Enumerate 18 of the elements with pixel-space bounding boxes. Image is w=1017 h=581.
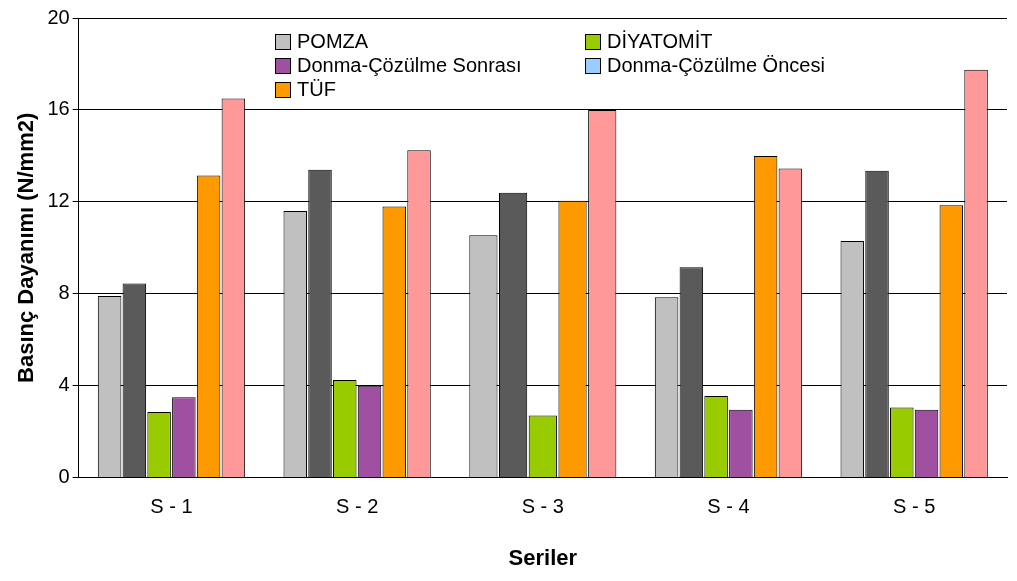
y-axis-title: Basınç Dayanımı (N/mm2) bbox=[13, 112, 39, 383]
legend-label: Donma-Çözülme Sonrası bbox=[297, 54, 522, 77]
legend-label: DİYATOMİT bbox=[607, 30, 713, 53]
legend-label: TÜF bbox=[297, 78, 336, 101]
y-tick-label: 4 bbox=[58, 373, 70, 396]
y-tick-label: 12 bbox=[47, 189, 70, 212]
x-tick-label: S - 1 bbox=[150, 495, 193, 518]
legend-label: POMZA bbox=[297, 30, 369, 53]
x-tick-label: S - 3 bbox=[521, 495, 564, 518]
x-tick-label: S - 5 bbox=[893, 495, 936, 518]
y-tick-label: 16 bbox=[47, 97, 70, 120]
y-tick-label: 20 bbox=[47, 5, 70, 28]
y-tick-label: 0 bbox=[58, 465, 70, 488]
y-tick-label: 8 bbox=[58, 281, 70, 304]
x-tick-label: S - 2 bbox=[336, 495, 379, 518]
legend-label: Donma-Çözülme Öncesi bbox=[607, 54, 825, 77]
x-tick-label: S - 4 bbox=[707, 495, 750, 518]
x-axis-title: Seriler bbox=[508, 544, 578, 570]
